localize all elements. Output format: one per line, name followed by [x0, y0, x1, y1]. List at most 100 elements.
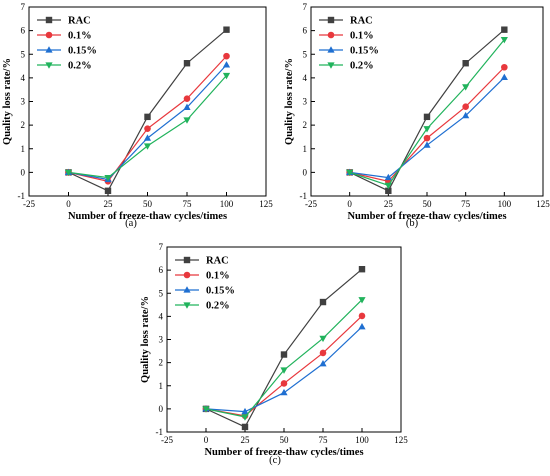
chart-1-series-0-15pct-point — [222, 61, 231, 68]
chart-1-series-0-1pct-point — [223, 52, 230, 60]
chart-3-x-tick-label: 75 — [319, 435, 329, 445]
chart-2-legend-0-1pct-marker — [327, 31, 335, 39]
chart-2-legend-rac-label: RAC — [350, 16, 373, 27]
chart-2-x-tick-label: 100 — [498, 199, 512, 209]
chart-2-series-rac-point — [385, 187, 392, 195]
chart-1-legend-0-1pct-label: 0.1% — [68, 31, 92, 42]
chart-2-legend-0-1pct-label: 0.1% — [350, 31, 374, 42]
chart-2-legend-0-2pct-label: 0.2% — [350, 61, 374, 72]
chart-3-series-rac-point — [358, 266, 366, 273]
chart-2-series-rac-point — [462, 60, 469, 67]
chart-1-x-tick-label: 25 — [104, 199, 114, 209]
chart-3-series-0-2pct-point — [202, 406, 210, 413]
chart-2-x-tick-label: 50 — [423, 199, 433, 209]
chart-1-y-axis-title: Quality loss rate/% — [2, 58, 13, 145]
chart-2-series-0-1pct-line — [349, 66, 505, 183]
chart-3-panel-label: (c) — [269, 455, 281, 466]
chart-3-series-0-1pct-point — [358, 312, 366, 320]
chart-1-plot-frame — [28, 6, 267, 197]
chart-1-series-0-15pct-point — [183, 103, 191, 111]
chart-3-x-axis-title: Number of freeze-thaw cycles/times — [204, 447, 363, 458]
chart-3-series-0-15pct-point — [319, 359, 327, 367]
chart-3-series-rac-point — [319, 298, 327, 306]
chart-2-x-tick-label: 75 — [461, 199, 471, 209]
chart-2-legend-rac-marker — [327, 16, 335, 24]
chart-1-series-0-1pct-point — [183, 95, 191, 102]
chart-2-series-0-2pct-point — [500, 37, 508, 44]
chart-2-panel-label: (b) — [406, 218, 419, 229]
chart-2-legend-0-2pct-marker — [327, 62, 335, 69]
chart-3-series-rac-point — [241, 423, 249, 431]
chart-2-series-0-2pct-point — [462, 84, 470, 91]
chart-1-y-tick-label: 1 — [21, 144, 26, 154]
chart-2-series-0-2pct-point — [423, 126, 431, 133]
chart-3-y-tick-label: 2 — [159, 358, 164, 368]
chart-3-y-axis-title: Quality loss rate/% — [140, 296, 151, 383]
chart-3-y-tick-label: 4 — [159, 311, 164, 321]
chart-3-x-tick-label: 0 — [204, 435, 209, 445]
chart-1-legend-0-15pct-label: 0.15% — [68, 46, 97, 57]
chart-1-y-tick-label: 3 — [21, 97, 26, 107]
chart-1-y-tick-label: -1 — [18, 191, 26, 201]
chart-2-y-tick-label: 5 — [303, 49, 308, 59]
chart-1-y-tick-label: 7 — [21, 2, 26, 12]
chart-2-series-0-1pct-point — [501, 63, 508, 71]
chart-1-legend-rac-label: RAC — [68, 16, 91, 27]
chart-1-legend-0-2pct-marker — [45, 62, 53, 69]
chart-2-x-tick-label: 0 — [347, 199, 352, 209]
chart-1-series-0-2pct-point — [222, 72, 231, 80]
chart-3-x-tick-label: 100 — [355, 435, 369, 445]
chart-3-plot-frame — [166, 246, 402, 433]
chart-2-series-0-15pct-point — [500, 73, 508, 81]
chart-3-legend-0-15pct-marker — [183, 286, 191, 293]
chart-3-series-0-2pct-point — [358, 297, 366, 304]
chart-3-x-tick-label: 25 — [241, 435, 251, 445]
chart-1-y-tick-label: 5 — [21, 49, 26, 59]
chart-2-x-tick-label: -25 — [305, 199, 317, 209]
chart-3-y-tick-label: 3 — [159, 335, 164, 345]
chart-3-series-0-2pct-point — [319, 335, 327, 343]
chart-2-y-axis-title: Quality loss rate/% — [284, 58, 295, 145]
chart-1-y-tick-label: 2 — [21, 120, 26, 130]
chart-3-series-0-15pct-point — [241, 407, 249, 415]
chart-3-y-tick-label: 7 — [159, 242, 164, 252]
chart-2-legend-0-15pct-label: 0.15% — [350, 46, 379, 57]
chart-2-y-tick-label: 3 — [303, 97, 308, 107]
chart-2-series-0-2pct-point — [384, 182, 392, 190]
chart-1-series-0-2pct-point — [104, 174, 112, 182]
chart-3-legend-0-1pct-marker — [183, 271, 191, 279]
chart-2-series-0-15pct-point — [384, 173, 392, 181]
chart-2-series-0-1pct-point — [462, 103, 469, 110]
chart-3-series-rac-point — [280, 351, 288, 358]
chart-3-series-0-2pct-point — [241, 414, 249, 421]
chart-3-legend-0-2pct-marker — [183, 302, 191, 309]
chart-2-series-0-2pct-point — [346, 169, 354, 177]
chart-1-legend-0-1pct-marker — [45, 31, 53, 39]
chart-1-series-rac-point — [104, 187, 112, 195]
chart-2-y-tick-label: 0 — [303, 167, 308, 177]
chart-2: -25 0 25 50 75 100 125 -1 0 1 2 3 4 5 6 7 Number of free… — [284, 2, 550, 229]
chart-1-series-0-1pct-point — [144, 125, 151, 132]
chart-3-x-tick-label: 125 — [394, 435, 408, 445]
chart-3-legend-0-15pct-label: 0.15% — [206, 286, 235, 297]
chart-2-x-tick-label: 25 — [384, 199, 394, 209]
chart-2-y-tick-label: 2 — [303, 120, 308, 130]
chart-1-x-tick-label: 75 — [183, 199, 193, 209]
chart-3-series-0-1pct-point — [280, 380, 288, 387]
chart-1-x-tick-label: -25 — [23, 199, 35, 209]
chart-2-series-0-15pct-point — [462, 111, 470, 119]
chart-2-y-tick-label: 7 — [303, 2, 308, 12]
chart-1-series-rac-point — [223, 26, 230, 33]
chart-3-legend-rac-label: RAC — [206, 256, 229, 267]
chart-2-series-0-15pct-point — [423, 141, 431, 148]
chart-1: -25 0 25 50 75 100 125 -1 0 1 2 3 4 5 6 7 Number of free… — [2, 2, 273, 229]
chart-2-y-tick-label: -1 — [300, 191, 308, 201]
chart-3-y-tick-label: 1 — [159, 381, 164, 391]
chart-1-x-axis-title: Number of freeze-thaw cycles/times — [68, 211, 227, 222]
chart-1-legend-0-2pct-label: 0.2% — [68, 61, 92, 72]
chart-1-series-0-2pct-point — [183, 117, 191, 124]
chart-2-series-rac-point — [423, 113, 431, 121]
chart-3-y-tick-label: -1 — [156, 427, 164, 437]
chart-3-series-0-15pct-point — [280, 388, 288, 396]
